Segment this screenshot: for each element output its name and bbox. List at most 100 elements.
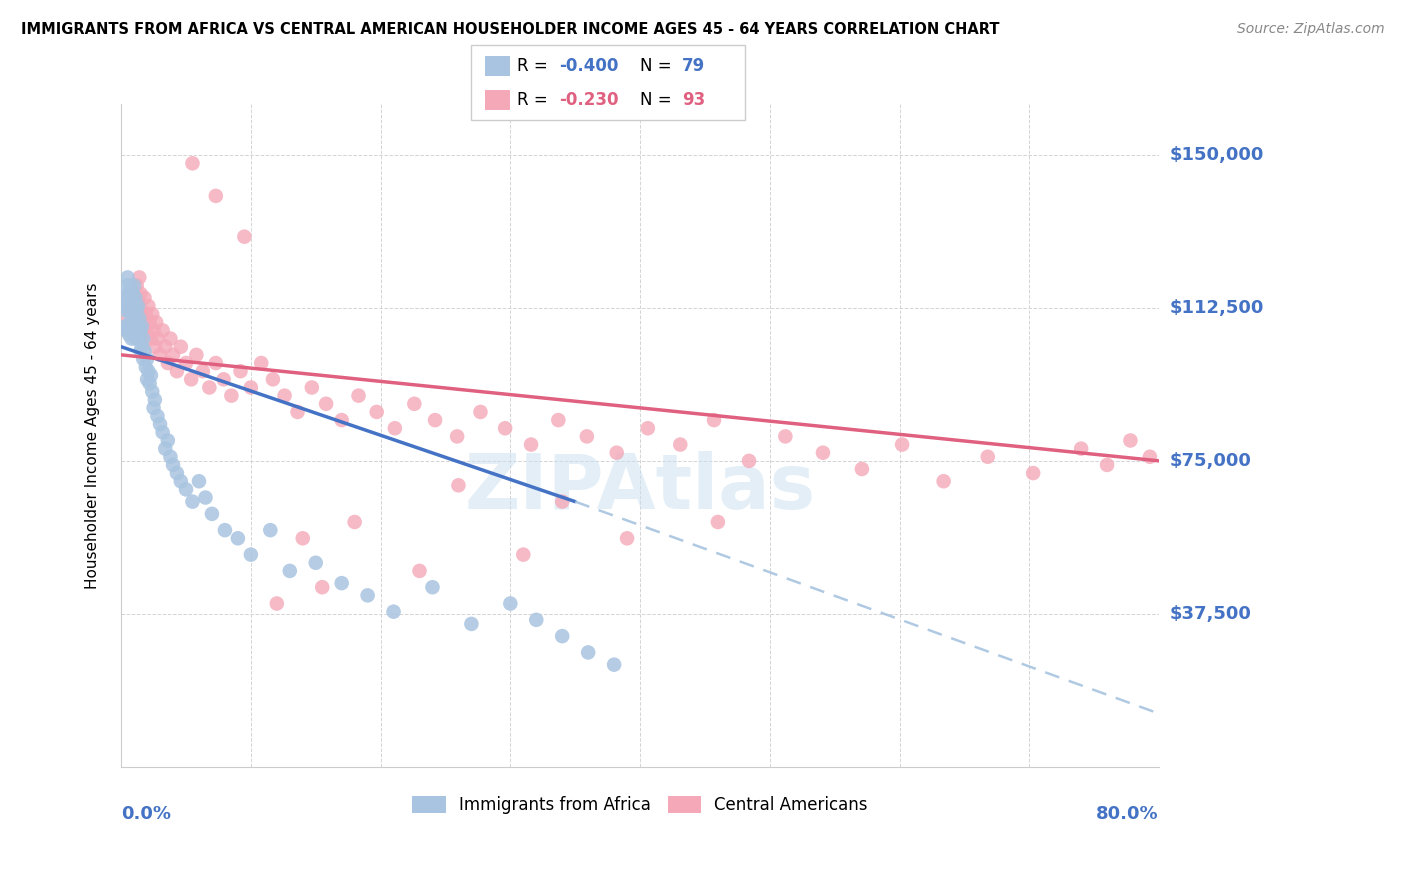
Text: IMMIGRANTS FROM AFRICA VS CENTRAL AMERICAN HOUSEHOLDER INCOME AGES 45 - 64 YEARS: IMMIGRANTS FROM AFRICA VS CENTRAL AMERIC…	[21, 22, 1000, 37]
Point	[221, 389, 243, 403]
Point	[811, 446, 834, 460]
Point	[139, 332, 162, 346]
Point	[775, 429, 797, 443]
Point	[162, 458, 184, 472]
Point	[149, 417, 172, 432]
Point	[145, 315, 167, 329]
Point	[422, 580, 444, 594]
Point	[384, 421, 406, 435]
Point	[124, 332, 146, 346]
Point	[239, 548, 262, 562]
Text: 80.0%: 80.0%	[1097, 805, 1159, 823]
Y-axis label: Householder Income Ages 45 - 64 years: Householder Income Ages 45 - 64 years	[86, 282, 100, 589]
Point	[524, 613, 547, 627]
Point	[141, 384, 163, 399]
Point	[136, 323, 159, 337]
Point	[121, 299, 143, 313]
Point	[146, 332, 169, 346]
Point	[114, 319, 136, 334]
Point	[121, 332, 143, 346]
Point	[1070, 442, 1092, 456]
Point	[155, 442, 177, 456]
Point	[115, 323, 138, 337]
Point	[212, 372, 235, 386]
Point	[932, 475, 955, 489]
Point	[129, 323, 152, 337]
Text: Source: ZipAtlas.com: Source: ZipAtlas.com	[1237, 22, 1385, 37]
Point	[120, 278, 142, 293]
Point	[121, 311, 143, 326]
Point	[423, 413, 446, 427]
Point	[707, 515, 730, 529]
Point	[301, 380, 323, 394]
Point	[262, 372, 284, 386]
Point	[143, 392, 166, 407]
Point	[205, 189, 228, 203]
Point	[141, 307, 163, 321]
Point	[170, 475, 193, 489]
Point	[120, 319, 142, 334]
Point	[120, 299, 142, 313]
Point	[112, 291, 135, 305]
Point	[547, 413, 569, 427]
Point	[194, 491, 217, 505]
Text: N =: N =	[640, 91, 676, 109]
Point	[124, 311, 146, 326]
Point	[131, 303, 153, 318]
Point	[186, 348, 208, 362]
Point	[347, 389, 370, 403]
Point	[233, 229, 256, 244]
Point	[408, 564, 430, 578]
Point	[191, 364, 214, 378]
Point	[603, 657, 626, 672]
Point	[470, 405, 492, 419]
Point	[166, 466, 188, 480]
Point	[287, 405, 309, 419]
Text: 93: 93	[682, 91, 706, 109]
Point	[181, 494, 204, 508]
Point	[122, 291, 145, 305]
Point	[311, 580, 333, 594]
Point	[512, 548, 534, 562]
Point	[118, 303, 141, 318]
Point	[134, 291, 156, 305]
Point	[121, 315, 143, 329]
Point	[118, 327, 141, 342]
Text: 79: 79	[682, 57, 706, 75]
Point	[142, 323, 165, 337]
Point	[180, 372, 202, 386]
Point	[703, 413, 725, 427]
Point	[121, 286, 143, 301]
Point	[139, 368, 162, 383]
Point	[205, 356, 228, 370]
Point	[115, 299, 138, 313]
Point	[330, 576, 353, 591]
Point	[356, 588, 378, 602]
Point	[132, 332, 155, 346]
Point	[128, 311, 150, 326]
Point	[201, 507, 224, 521]
Point	[149, 348, 172, 362]
Point	[669, 437, 692, 451]
Point	[124, 303, 146, 318]
Point	[637, 421, 659, 435]
Point	[446, 429, 468, 443]
Point	[239, 380, 262, 394]
Point	[343, 515, 366, 529]
Point	[122, 278, 145, 293]
Point	[131, 319, 153, 334]
Point	[259, 523, 281, 537]
Point	[152, 425, 174, 440]
Text: 0.0%: 0.0%	[121, 805, 172, 823]
Point	[117, 294, 139, 309]
Point	[117, 319, 139, 334]
Point	[136, 372, 159, 386]
Point	[1022, 466, 1045, 480]
Point	[135, 360, 157, 375]
Point	[128, 332, 150, 346]
Point	[273, 389, 295, 403]
Point	[575, 429, 598, 443]
Point	[174, 356, 197, 370]
Point	[616, 531, 638, 545]
Point	[977, 450, 1000, 464]
